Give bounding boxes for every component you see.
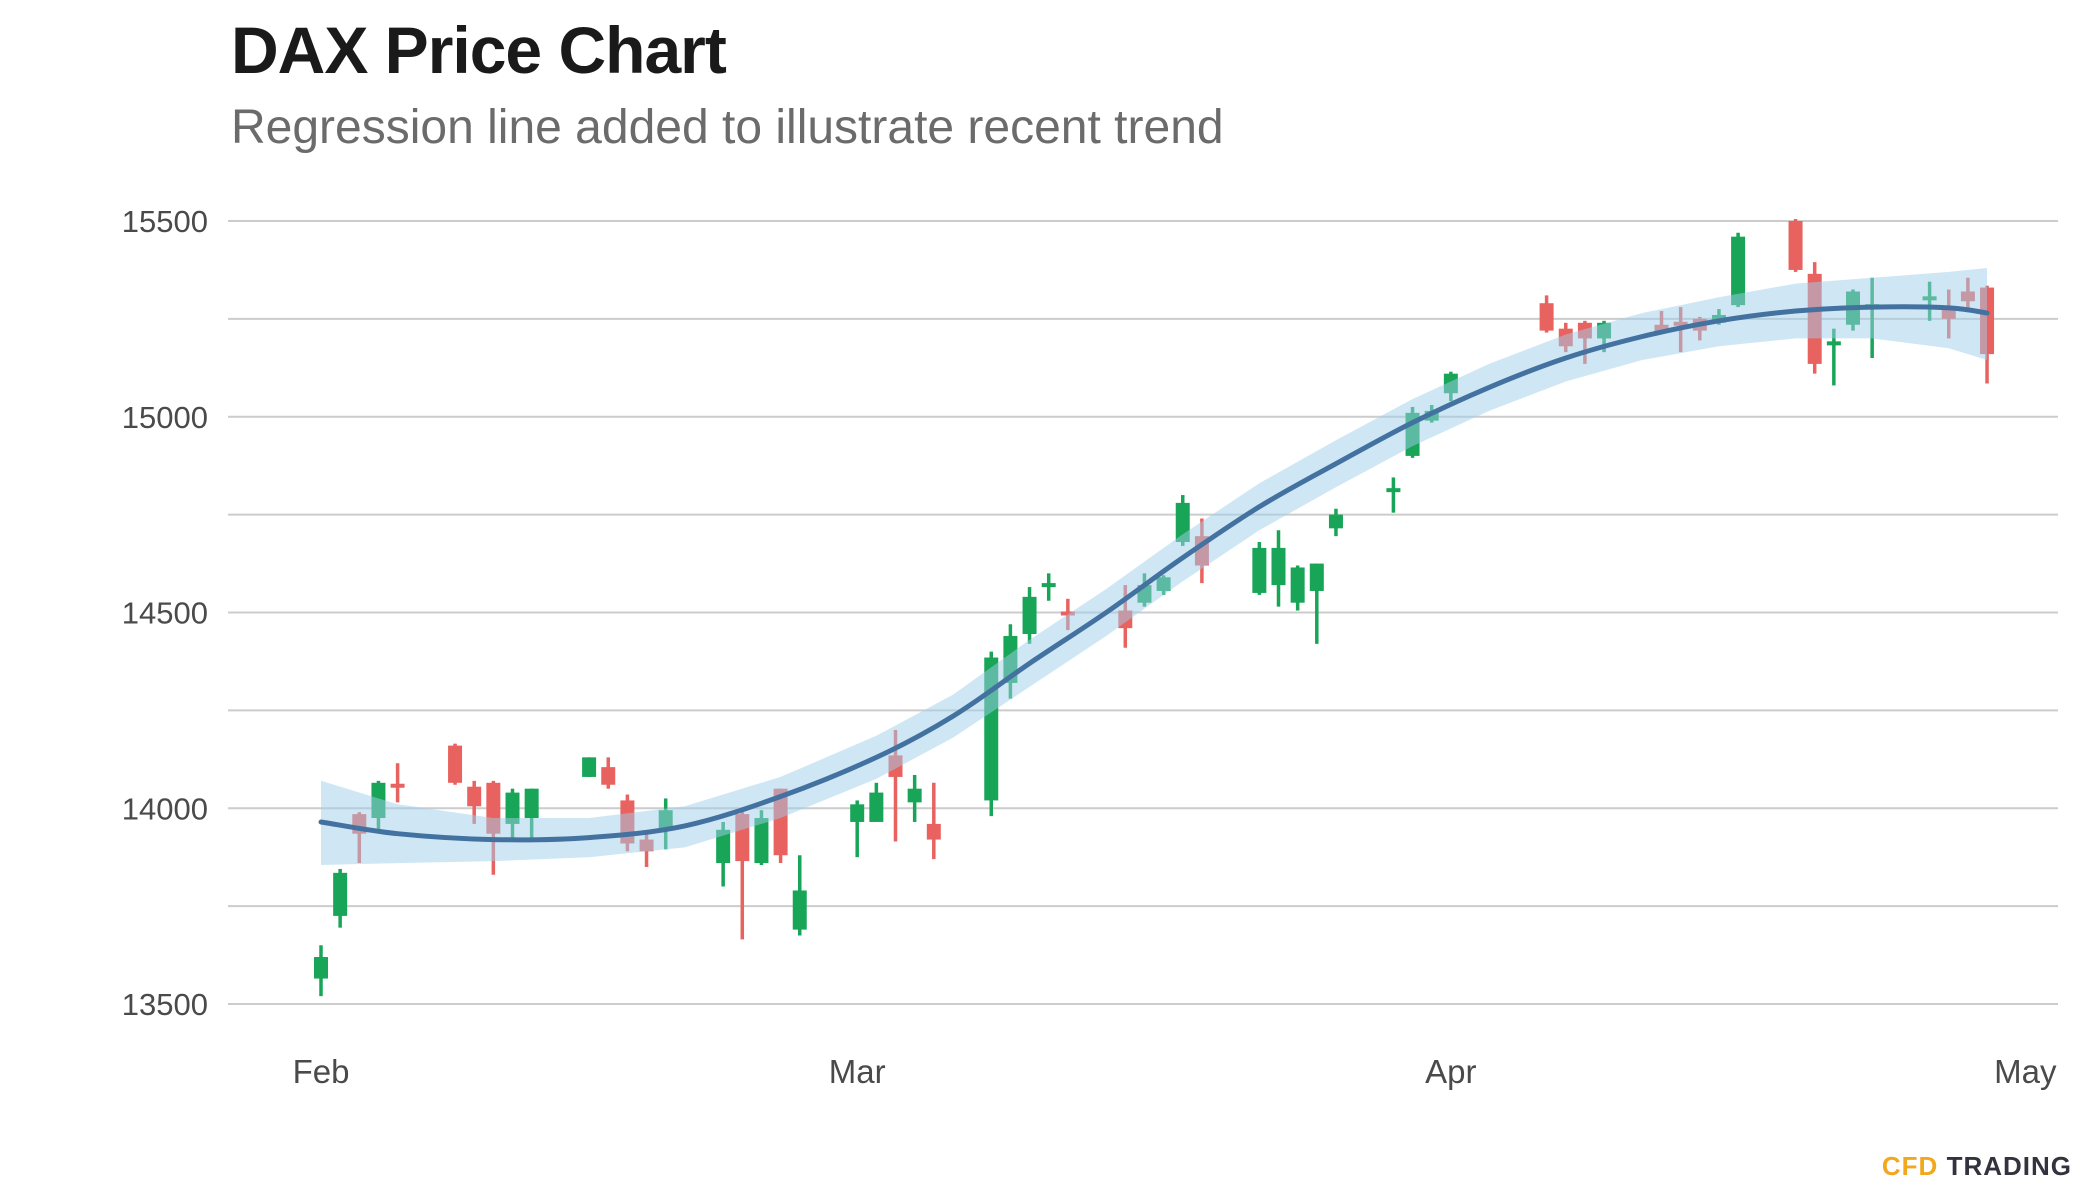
candle-body [1328, 514, 1343, 529]
candle-body [505, 792, 520, 824]
x-tick-label: Feb [293, 1053, 350, 1090]
candle-body [754, 818, 769, 864]
y-tick-label: 15500 [122, 204, 208, 239]
candle-body [1386, 488, 1401, 493]
candle-body [1271, 547, 1286, 586]
candle-body [1041, 583, 1056, 588]
brand-logo-cfd: CFD [1881, 1151, 1939, 1181]
y-tick-label: 15000 [122, 400, 208, 435]
candle-body [467, 786, 482, 807]
confidence-band [321, 268, 1987, 865]
candle-up [1328, 508, 1343, 537]
candle-up [792, 855, 807, 936]
candle-up [1022, 587, 1037, 644]
candle-up [1041, 573, 1056, 601]
candle-up [1309, 563, 1324, 644]
candle-up [1386, 477, 1401, 513]
chart-title: DAX Price Chart [231, 13, 727, 87]
candle-down [390, 763, 405, 803]
candle-body [448, 745, 463, 783]
candle-body [601, 767, 616, 785]
candle-up [582, 757, 597, 777]
candle-body [333, 872, 348, 916]
candle-body [1252, 547, 1267, 593]
candle-up [333, 868, 348, 928]
candle-up [1290, 565, 1305, 611]
candle-body [926, 823, 941, 840]
candle-body [1290, 567, 1305, 603]
candle-body [1731, 236, 1746, 306]
candle-body [850, 804, 865, 822]
candle-down [601, 757, 616, 789]
candle-body [1060, 611, 1075, 616]
candle-up [907, 774, 922, 822]
candle-body [314, 957, 328, 979]
candle-body [1539, 303, 1554, 331]
grid-lines [228, 220, 2058, 1005]
candle-body [390, 783, 405, 788]
candle-body [792, 890, 807, 930]
x-tick-label: May [1994, 1053, 2057, 1090]
candle-body [1826, 341, 1841, 346]
candle-body [1309, 563, 1324, 591]
candle-body [524, 788, 539, 819]
y-tick-label: 14500 [122, 596, 208, 631]
y-tick-label: 13500 [122, 987, 208, 1022]
brand-logo-trading: TRADING [1946, 1151, 2072, 1181]
candle-up [1271, 530, 1286, 607]
candle-body [1788, 221, 1803, 270]
regression-line [318, 304, 1990, 843]
x-tick-label: Mar [829, 1053, 886, 1090]
y-tick-label: 14000 [122, 791, 208, 826]
candle-up [314, 945, 328, 997]
candle-up [1252, 542, 1267, 595]
regression-layer [318, 304, 1990, 843]
y-axis-ticks: 13500 14000 14500 15000 15500 [122, 204, 208, 1022]
candle-up [869, 782, 884, 822]
candle-down [926, 782, 941, 860]
candle-down [448, 743, 463, 785]
candle-body [1022, 596, 1037, 635]
candle-body [582, 757, 597, 777]
chart-subtitle: Regression line added to illustrate rece… [231, 101, 1224, 154]
candle-down [1788, 219, 1803, 272]
x-axis-ticks: Feb Mar Apr May [293, 1053, 2057, 1090]
x-tick-label: Apr [1425, 1053, 1476, 1090]
candle-body [907, 788, 922, 803]
candle-up [850, 800, 865, 858]
candle-body [716, 829, 731, 864]
brand-logo: CFD TRADING [1882, 1151, 2072, 1182]
candle-body [869, 792, 884, 822]
candle-down [1539, 295, 1554, 333]
confidence-band-layer [321, 268, 1987, 865]
